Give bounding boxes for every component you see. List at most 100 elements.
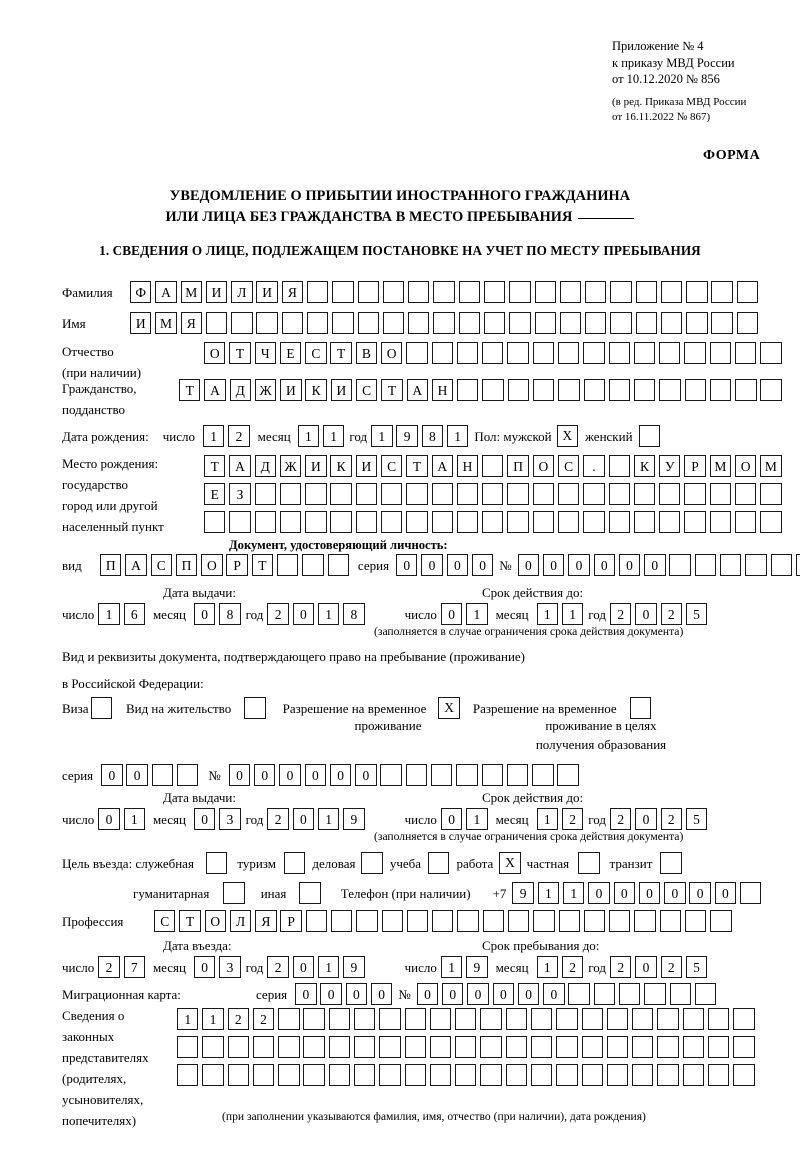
char-cell[interactable]: [709, 379, 732, 401]
char-cell[interactable]: 1: [446, 425, 469, 447]
residence-permit-checkbox[interactable]: [244, 697, 266, 719]
char-cell[interactable]: [176, 764, 199, 786]
char-cell[interactable]: [355, 483, 378, 505]
char-cell[interactable]: [733, 1036, 755, 1058]
char-cell[interactable]: 2: [660, 603, 682, 625]
char-cell[interactable]: [227, 1064, 249, 1086]
char-cell[interactable]: [455, 1036, 477, 1058]
char-cell[interactable]: [379, 1064, 401, 1086]
char-cell[interactable]: 0: [193, 956, 216, 978]
char-cell[interactable]: 2: [660, 956, 682, 978]
char-cell[interactable]: 2: [252, 1008, 275, 1030]
sex-male-checkbox[interactable]: X: [556, 425, 578, 447]
char-cell[interactable]: 0: [440, 808, 463, 830]
char-cell[interactable]: [682, 1008, 705, 1030]
char-cell[interactable]: А: [204, 379, 226, 401]
char-cell[interactable]: [353, 1064, 376, 1086]
char-cell[interactable]: [632, 1008, 654, 1030]
char-cell[interactable]: 1: [440, 956, 463, 978]
char-cell[interactable]: [608, 455, 630, 477]
char-cell[interactable]: М: [760, 455, 782, 477]
char-cell[interactable]: [303, 1064, 325, 1086]
char-cell[interactable]: [229, 511, 251, 533]
char-cell[interactable]: [177, 1064, 199, 1086]
char-cell[interactable]: [581, 1036, 603, 1058]
char-cell[interactable]: 0: [193, 808, 216, 830]
char-cell[interactable]: [559, 281, 582, 303]
char-cell[interactable]: 0: [320, 983, 342, 1005]
char-cell[interactable]: [686, 281, 708, 303]
char-cell[interactable]: [734, 483, 757, 505]
char-cell[interactable]: [709, 483, 732, 505]
char-cell[interactable]: 6: [123, 603, 145, 625]
char-cell[interactable]: [379, 1036, 401, 1058]
char-cell[interactable]: [684, 379, 707, 401]
char-cell[interactable]: [682, 1036, 705, 1058]
char-cell[interactable]: 1: [177, 1008, 199, 1030]
char-cell[interactable]: 0: [193, 603, 216, 625]
char-cell[interactable]: [254, 511, 276, 533]
char-cell[interactable]: [481, 764, 503, 786]
char-cell[interactable]: 0: [635, 956, 657, 978]
char-cell[interactable]: [483, 312, 506, 334]
char-cell[interactable]: 5: [685, 956, 708, 978]
char-cell[interactable]: 3: [219, 956, 241, 978]
char-cell[interactable]: [632, 1064, 654, 1086]
char-cell[interactable]: О: [532, 455, 555, 477]
char-cell[interactable]: [593, 983, 616, 1005]
char-cell[interactable]: [532, 342, 555, 364]
char-cell[interactable]: [303, 1036, 325, 1058]
char-cell[interactable]: Д: [229, 379, 251, 401]
char-cell[interactable]: [332, 312, 354, 334]
char-cell[interactable]: [482, 511, 504, 533]
char-cell[interactable]: [305, 511, 327, 533]
char-cell[interactable]: [660, 281, 683, 303]
char-cell[interactable]: [505, 1064, 528, 1086]
char-cell[interactable]: 0: [304, 764, 327, 786]
char-cell[interactable]: [760, 342, 782, 364]
purpose-tourism-checkbox[interactable]: [283, 852, 306, 874]
char-cell[interactable]: [382, 281, 405, 303]
char-cell[interactable]: [694, 554, 717, 576]
char-cell[interactable]: [456, 764, 478, 786]
char-cell[interactable]: [557, 511, 580, 533]
char-cell[interactable]: 0: [442, 983, 464, 1005]
char-cell[interactable]: Р: [226, 554, 248, 576]
char-cell[interactable]: [254, 483, 276, 505]
char-cell[interactable]: [734, 511, 757, 533]
char-cell[interactable]: [659, 379, 681, 401]
char-cell[interactable]: [507, 379, 530, 401]
char-cell[interactable]: 1: [466, 808, 488, 830]
char-cell[interactable]: [557, 342, 580, 364]
char-cell[interactable]: [733, 1064, 755, 1086]
char-cell[interactable]: [252, 1064, 275, 1086]
char-cell[interactable]: [458, 281, 481, 303]
char-cell[interactable]: [279, 483, 302, 505]
char-cell[interactable]: 0: [613, 882, 635, 904]
visa-checkbox[interactable]: [90, 697, 112, 719]
char-cell[interactable]: 1: [322, 425, 345, 447]
char-cell[interactable]: Л: [229, 910, 252, 932]
char-cell[interactable]: 8: [343, 603, 365, 625]
char-cell[interactable]: [305, 483, 327, 505]
char-cell[interactable]: [568, 983, 590, 1005]
char-cell[interactable]: 0: [345, 983, 368, 1005]
char-cell[interactable]: [332, 281, 354, 303]
char-cell[interactable]: 0: [635, 603, 657, 625]
char-cell[interactable]: С: [557, 455, 580, 477]
char-cell[interactable]: [739, 882, 762, 904]
char-cell[interactable]: [404, 1008, 426, 1030]
char-cell[interactable]: [534, 312, 556, 334]
